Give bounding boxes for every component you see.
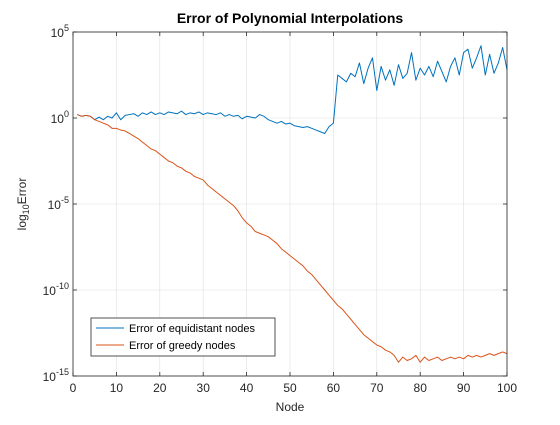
y-tick-label: 10-15 bbox=[43, 367, 69, 384]
legend-entry-equidistant: Error of equidistant nodes bbox=[129, 323, 255, 335]
series-line-equidistant bbox=[77, 45, 508, 134]
y-tick-label: 10-5 bbox=[48, 195, 69, 212]
x-tick-label: 40 bbox=[240, 381, 254, 395]
legend-box bbox=[90, 317, 276, 357]
axis-ticks: 0 10 20 30 40 50 60 70 80 90 100 10-15 10-10 10-5 100 1… bbox=[43, 23, 518, 395]
chart-title: Error of Polynomial Interpolations bbox=[177, 10, 404, 26]
y-axis-label-base: log bbox=[15, 214, 29, 230]
x-axis-label: Node bbox=[276, 400, 305, 414]
x-tick-label: 60 bbox=[327, 381, 341, 395]
x-tick-label: 30 bbox=[197, 381, 211, 395]
legend: Error of equidistant nodes Error of gree… bbox=[90, 317, 276, 357]
x-tick-label: 80 bbox=[414, 381, 428, 395]
series-line-greedy bbox=[77, 114, 508, 363]
x-tick-label: 70 bbox=[370, 381, 384, 395]
y-axis-label-rest: Error bbox=[15, 178, 29, 205]
y-tick-label: 105 bbox=[51, 23, 69, 40]
series-layer bbox=[77, 45, 508, 363]
x-tick-label: 10 bbox=[110, 381, 124, 395]
x-tick-label: 0 bbox=[70, 381, 77, 395]
y-axis-label: log10Error bbox=[15, 178, 31, 231]
x-tick-label: 100 bbox=[497, 381, 517, 395]
y-tick-label: 100 bbox=[51, 109, 69, 126]
x-tick-label: 90 bbox=[457, 381, 471, 395]
x-tick-label: 20 bbox=[153, 381, 167, 395]
y-tick-label: 10-10 bbox=[43, 281, 69, 298]
y-axis-label-subscript: 10 bbox=[21, 204, 31, 214]
legend-entry-greedy: Error of greedy nodes bbox=[129, 340, 236, 352]
x-tick-label: 50 bbox=[283, 381, 297, 395]
